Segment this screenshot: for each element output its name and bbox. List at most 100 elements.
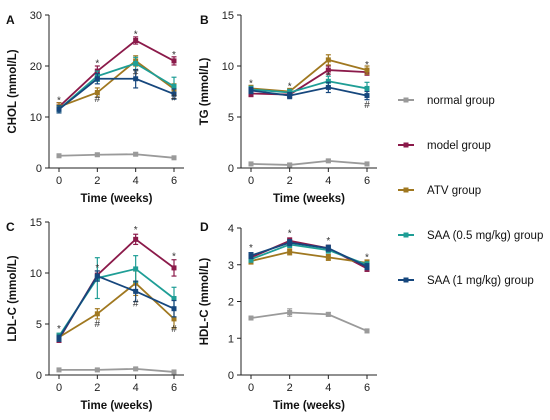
series-line — [250, 250, 368, 264]
data-point — [133, 266, 139, 272]
data-point — [94, 367, 100, 373]
x-tick-label: 2 — [94, 175, 100, 187]
series-atv-group — [248, 54, 370, 96]
y-tick-label: 15 — [222, 10, 234, 22]
data-point — [171, 265, 177, 271]
y-axis-label: HDL-C (mmol/L) — [199, 258, 211, 346]
significance-mark: * — [95, 58, 99, 69]
legend-swatch-marker — [403, 277, 409, 283]
y-tick-label: 0 — [228, 370, 234, 382]
data-point — [94, 90, 100, 96]
series-normal-group — [56, 151, 177, 161]
legend-label: normal group — [427, 95, 495, 107]
data-point — [364, 264, 370, 270]
series-line — [250, 241, 368, 268]
y-tick-label: 10 — [222, 61, 234, 73]
x-tick-label: 0 — [248, 175, 254, 187]
data-point — [364, 67, 370, 73]
panel-label: A — [6, 13, 15, 27]
y-tick-label: 20 — [30, 61, 42, 73]
series-normal-group — [248, 308, 370, 334]
y-tick-label: 5 — [36, 319, 42, 331]
data-point — [364, 161, 370, 167]
series-line — [58, 282, 175, 339]
series-normal-group — [248, 158, 370, 168]
y-tick-label: 2 — [228, 297, 234, 309]
legend-item: ATV group — [398, 185, 481, 197]
x-tick-label: 6 — [171, 382, 177, 394]
significance-mark: * — [249, 243, 253, 254]
data-point — [94, 76, 100, 82]
data-point — [325, 158, 331, 164]
significance-mark: * — [365, 60, 369, 71]
series-saa-1-mg-kg-group — [56, 270, 177, 342]
y-tick-label: 0 — [36, 163, 42, 175]
panel-label: D — [200, 220, 209, 234]
data-point — [56, 106, 62, 112]
data-point — [325, 245, 331, 251]
data-point — [287, 240, 293, 246]
significance-mark: * — [288, 81, 292, 92]
data-point — [171, 369, 177, 375]
x-tick-label: 4 — [133, 175, 139, 187]
y-tick-label: 10 — [30, 268, 42, 280]
x-tick-label: 4 — [325, 382, 331, 394]
significance-mark: # — [95, 94, 101, 105]
series-saa-1-mg-kg-group — [248, 81, 370, 101]
data-point — [56, 335, 62, 341]
data-point — [287, 93, 293, 99]
x-tick-label: 2 — [287, 175, 293, 187]
series-line — [250, 69, 368, 96]
significance-mark: * — [326, 236, 330, 247]
legend-swatch-marker — [403, 187, 409, 193]
x-axis-label: Time (weeks) — [80, 193, 152, 205]
legend-swatch-marker — [403, 142, 409, 148]
series-line — [250, 86, 368, 97]
y-tick-label: 3 — [228, 260, 234, 272]
series-line — [58, 238, 175, 340]
series-line — [58, 274, 175, 339]
data-point — [133, 288, 139, 294]
significance-mark: * — [134, 225, 138, 236]
significance-mark: * — [326, 71, 330, 82]
data-point — [171, 91, 177, 97]
series-normal-group — [56, 366, 177, 375]
data-point — [94, 311, 100, 317]
data-point — [325, 311, 331, 317]
x-tick-label: 2 — [287, 382, 293, 394]
significance-mark: * — [365, 252, 369, 263]
significance-mark: # — [171, 324, 177, 335]
x-tick-label: 4 — [133, 382, 139, 394]
significance-mark: * — [134, 29, 138, 40]
significance-mark: * — [172, 50, 176, 61]
series-saa-0-5-mg-kg-group — [56, 56, 177, 114]
data-point — [133, 151, 139, 157]
data-point — [56, 367, 62, 373]
data-point — [94, 273, 100, 279]
panel-label: B — [200, 13, 209, 27]
y-tick-label: 4 — [228, 223, 234, 235]
significance-mark: * — [249, 78, 253, 89]
data-point — [325, 67, 331, 73]
x-tick-label: 0 — [56, 175, 62, 187]
series-line — [250, 80, 368, 94]
data-point — [133, 38, 139, 43]
y-tick-label: 5 — [228, 112, 234, 124]
data-point — [248, 253, 254, 259]
legend-label: ATV group — [427, 185, 481, 197]
legend-label: SAA (0.5 mg/kg) group — [427, 230, 543, 242]
data-point — [364, 93, 370, 99]
x-tick-label: 6 — [171, 175, 177, 187]
series-model-group — [56, 36, 177, 112]
data-point — [171, 306, 177, 312]
series-model-group — [56, 233, 177, 343]
significance-mark: # — [171, 93, 177, 104]
y-axis-label: CHOL (mmol/L) — [7, 49, 19, 133]
x-tick-label: 2 — [94, 382, 100, 394]
x-tick-label: 0 — [56, 382, 62, 394]
y-axis-label: LDL-C (mmol/L) — [7, 255, 19, 341]
data-point — [248, 87, 254, 93]
chart-panel-c: C 0 5 10 15 0 2 4 6 Time (weeks) LDL-C (mmol/L) * * #… — [6, 217, 184, 412]
legend-item: normal group — [398, 95, 495, 107]
